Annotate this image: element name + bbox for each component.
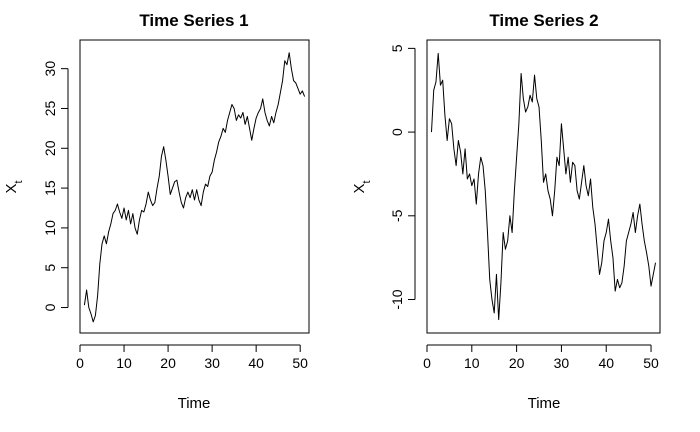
y-axis: -10 -5 0 5 (389, 44, 416, 310)
y-tick-label: 5 (42, 264, 58, 272)
y-tick-label: 5 (389, 44, 405, 52)
y-axis-label: Xt (3, 180, 25, 193)
y-tick-label: 30 (42, 61, 58, 77)
x-axis: 0 10 20 30 40 50 (76, 344, 308, 371)
x-tick-label: 50 (643, 355, 659, 371)
y-tick-label: 25 (42, 100, 58, 116)
x-axis-label: Time (528, 395, 561, 412)
x-tick-label: 0 (423, 355, 431, 371)
y-axis-label-main: X (3, 184, 20, 194)
y-axis: 0 5 10 15 20 25 30 (42, 61, 69, 311)
plot-frame (79, 39, 310, 334)
x-tick-label: 10 (464, 355, 480, 371)
x-tick-label: 50 (292, 355, 308, 371)
panel-time-series-2: Time Series 2 0 10 20 30 40 50 -10 -5 0 5 Time X… (351, 11, 661, 412)
x-axis: 0 10 20 30 40 50 (423, 344, 659, 371)
x-tick-label: 40 (598, 355, 614, 371)
svg-text:Xt: Xt (351, 180, 373, 193)
y-axis-label-subscript: t (361, 180, 373, 183)
x-tick-label: 0 (76, 355, 84, 371)
y-tick-label: 10 (42, 220, 58, 236)
panel-time-series-1: Time Series 1 0 10 20 30 40 50 0 5 10 15 20 25 30 T… (3, 11, 310, 412)
chart-title: Time Series 2 (489, 11, 598, 30)
series-line (83, 52, 306, 323)
y-tick-label: 0 (42, 303, 58, 311)
x-tick-label: 20 (509, 355, 525, 371)
y-axis-label-subscript: t (13, 180, 25, 183)
x-tick-label: 40 (248, 355, 264, 371)
y-tick-label: 15 (42, 180, 58, 196)
y-tick-label: 0 (389, 128, 405, 136)
x-tick-label: 20 (160, 355, 176, 371)
x-axis-label: Time (178, 395, 211, 412)
y-tick-label: -10 (389, 289, 405, 309)
y-tick-label: -5 (389, 209, 405, 222)
x-tick-label: 30 (204, 355, 220, 371)
x-tick-label: 30 (554, 355, 570, 371)
x-tick-label: 10 (116, 355, 132, 371)
series-line (430, 52, 657, 321)
svg-text:Xt: Xt (3, 180, 25, 193)
plot-frame (426, 39, 661, 334)
chart-title: Time Series 1 (139, 11, 248, 30)
y-tick-label: 20 (42, 140, 58, 156)
y-axis-label: Xt (351, 180, 373, 193)
y-axis-label-main: X (351, 184, 368, 194)
